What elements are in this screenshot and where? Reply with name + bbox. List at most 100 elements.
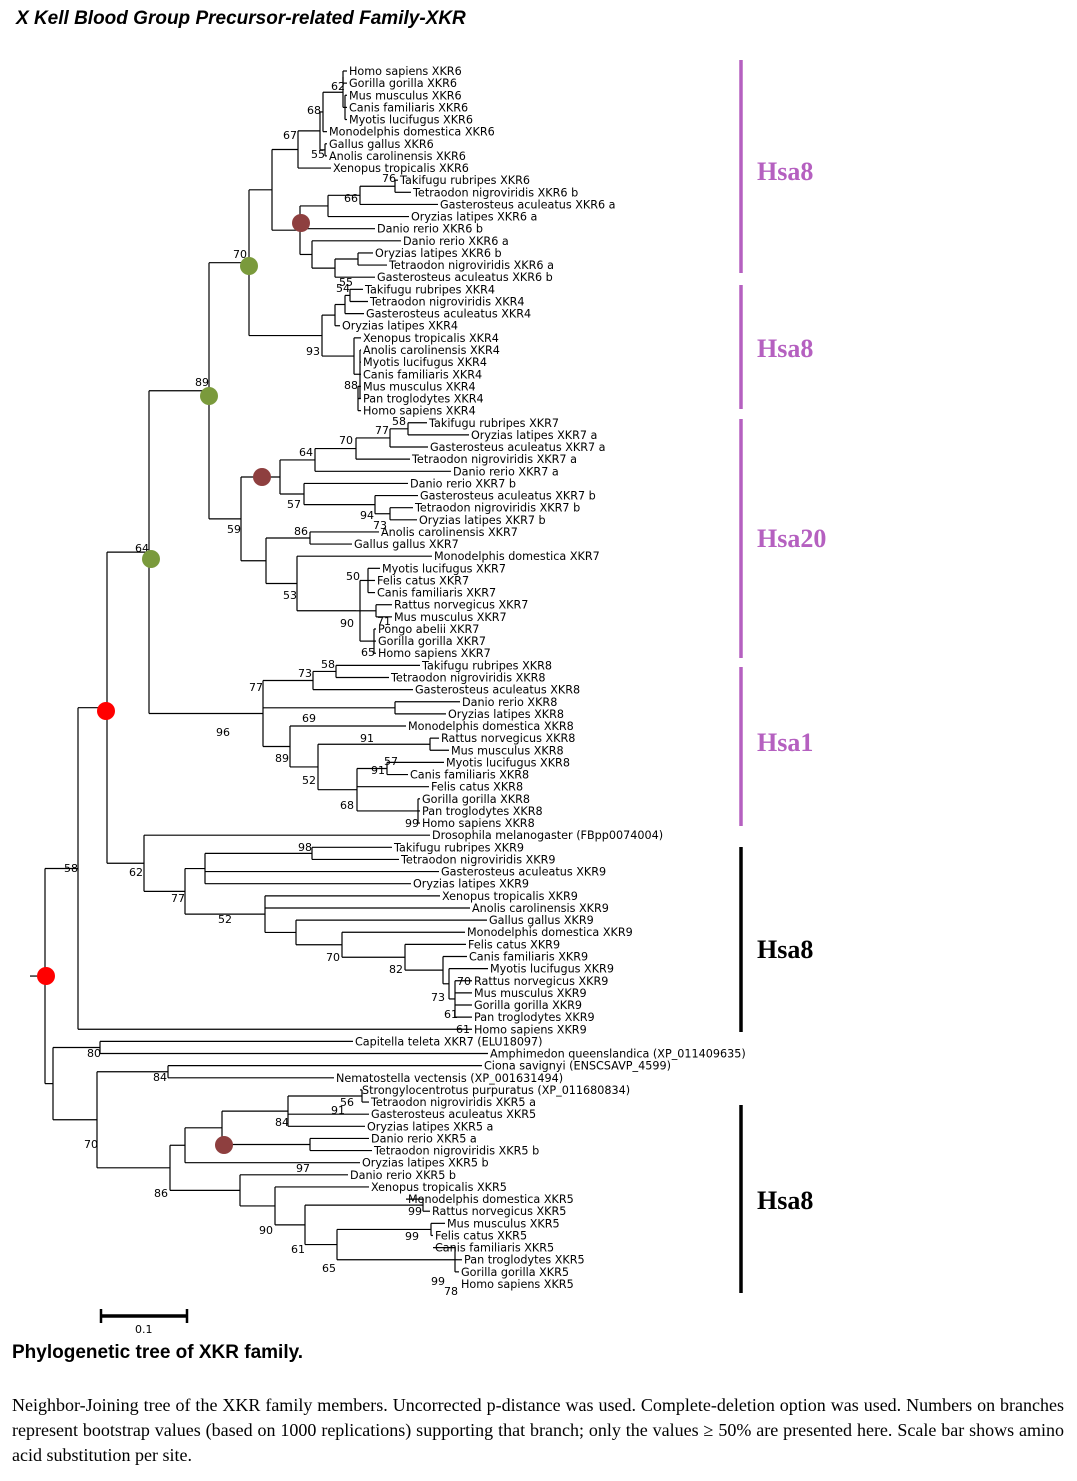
taxon-label: Oryzias latipes XKR6 b (375, 247, 502, 260)
bootstrap-value: 58 (321, 658, 335, 671)
taxon-label: Tetraodon nigroviridis XKR5 b (373, 1145, 539, 1158)
bootstrap-value: 62 (129, 866, 143, 879)
taxon-label: Drosophila melanogaster (FBpp0074004) (432, 829, 663, 842)
bootstrap-value: 70 (339, 434, 353, 447)
bootstrap-value: 89 (195, 376, 209, 389)
taxon-label: Canis familiaris XKR8 (410, 769, 529, 782)
taxon-label: Pan troglodytes XKR5 (464, 1254, 585, 1267)
clade-label: Hsa1 (757, 728, 813, 757)
taxon-label: Gasterosteus aculeatus XKR4 (366, 308, 531, 321)
bootstrap-value: 57 (287, 498, 301, 511)
taxon-label: Felis catus XKR5 (435, 1229, 527, 1242)
bootstrap-value: 97 (296, 1162, 310, 1175)
bootstrap-value: 90 (259, 1224, 273, 1237)
bootstrap-value: 56 (340, 1096, 354, 1109)
bootstrap-value: 68 (307, 104, 321, 117)
bootstrap-value: 96 (216, 726, 230, 739)
node-marker-red (97, 702, 115, 720)
bootstrap-value: 70 (457, 975, 471, 988)
bootstrap-value: 77 (171, 892, 185, 905)
bootstrap-value: 69 (302, 712, 316, 725)
node-marker-green (240, 257, 258, 275)
clade-label: Hsa8 (757, 157, 813, 186)
taxon-label: Anolis carolinensis XKR9 (472, 902, 609, 915)
bootstrap-value: 76 (382, 172, 396, 185)
bootstrap-value: 73 (431, 991, 445, 1004)
bootstrap-value: 91 (360, 732, 374, 745)
taxon-label: Oryzias latipes XKR8 (448, 708, 564, 721)
bootstrap-value: 65 (322, 1262, 336, 1275)
bootstrap-value: 73 (373, 519, 387, 532)
taxon-label: Pan troglodytes XKR4 (363, 393, 484, 406)
clade-label: Hsa8 (757, 935, 813, 964)
taxon-label: Nematostella vectensis (XP_001631494) (336, 1072, 563, 1085)
taxon-label: Tetraodon nigroviridis XKR7 a (411, 453, 577, 466)
taxon-label: Homo sapiens XKR7 (378, 647, 491, 660)
taxon-label: Ciona savignyi (ENSCSAVP_4599) (484, 1060, 671, 1073)
bootstrap-value: 52 (302, 774, 316, 787)
taxon-label: Takifugu rubripes XKR7 (428, 417, 559, 430)
taxon-label: Mus musculus XKR8 (451, 744, 564, 757)
taxon-label: Xenopus tropicalis XKR4 (363, 332, 499, 345)
taxon-label: Homo sapiens XKR6 (349, 65, 462, 78)
node-marker-maroon (215, 1136, 233, 1154)
taxon-label: Mus musculus XKR6 (349, 89, 462, 102)
taxon-label: Pan troglodytes XKR9 (474, 1011, 595, 1024)
taxon-label: Mus musculus XKR7 (394, 611, 507, 624)
taxon-label: Gorilla gorilla XKR6 (349, 77, 457, 90)
taxon-label: Rattus norvegicus XKR5 (432, 1205, 566, 1218)
clade-label: Hsa8 (757, 1186, 813, 1215)
bootstrap-value: 70 (84, 1138, 98, 1151)
taxon-label: Monodelphis domestica XKR5 (408, 1193, 574, 1206)
bootstrap-value: 61 (456, 1023, 470, 1036)
taxon-label: Monodelphis domestica XKR7 (434, 550, 600, 563)
taxon-label: Gasterosteus aculeatus XKR7 a (430, 441, 606, 454)
taxon-label: Myotis lucifugus XKR8 (446, 756, 570, 769)
taxon-label: Homo sapiens XKR4 (363, 405, 476, 418)
taxon-label: Felis catus XKR8 (431, 781, 523, 794)
taxon-label: Danio rerio XKR8 (462, 696, 557, 709)
bootstrap-value: 52 (218, 913, 232, 926)
bootstrap-value: 90 (340, 617, 354, 630)
bootstrap-value: 73 (298, 667, 312, 680)
taxon-label: Danio rerio XKR7 a (453, 465, 559, 478)
bootstrap-value: 78 (444, 1285, 458, 1298)
taxon-label: Takifugu rubripes XKR9 (393, 841, 524, 854)
taxon-label: Tetraodon nigroviridis XKR5 a (370, 1096, 536, 1109)
taxon-label: Tetraodon nigroviridis XKR9 (400, 853, 556, 866)
taxon-label: Gallus gallus XKR6 (329, 138, 434, 151)
taxon-label: Oryzias latipes XKR5 a (367, 1120, 493, 1133)
bootstrap-value: 58 (392, 415, 406, 428)
bootstrap-value: 57 (384, 755, 398, 768)
scale-bar-label: 0.1 (135, 1323, 153, 1336)
taxon-label: Xenopus tropicalis XKR5 (371, 1181, 507, 1194)
bootstrap-value: 93 (306, 345, 320, 358)
bootstrap-value: 59 (227, 523, 241, 536)
bootstrap-value: 99 (408, 1205, 422, 1218)
taxon-label: Mus musculus XKR9 (474, 987, 587, 1000)
taxon-label: Gorilla gorilla XKR9 (474, 999, 582, 1012)
node-marker-maroon (253, 468, 271, 486)
taxon-label: Danio rerio XKR5 b (350, 1169, 456, 1182)
taxon-label: Felis catus XKR7 (377, 574, 469, 587)
taxon-label: Myotis lucifugus XKR9 (490, 963, 614, 976)
taxon-label: Mus musculus XKR4 (363, 380, 476, 393)
taxon-label: Anolis carolinensis XKR4 (363, 344, 500, 357)
node-marker-red (37, 967, 55, 985)
taxon-label: Felis catus XKR9 (468, 938, 560, 951)
taxon-label: Homo sapiens XKR5 (461, 1278, 574, 1291)
caption-text: Neighbor-Joining tree of the XKR family … (12, 1395, 1064, 1465)
caption-title: Phylogenetic tree of XKR family. (12, 1342, 304, 1363)
bootstrap-value: 55 (311, 148, 325, 161)
taxon-label: Oryzias latipes XKR9 (413, 878, 529, 891)
taxon-label: Pan troglodytes XKR8 (422, 805, 543, 818)
taxon-label: Myotis lucifugus XKR7 (382, 562, 506, 575)
bootstrap-value: 91 (371, 764, 385, 777)
bootstrap-value: 82 (389, 963, 403, 976)
taxon-label: Monodelphis domestica XKR6 (329, 126, 495, 139)
bootstrap-value: 62 (331, 80, 345, 93)
taxon-label: Homo sapiens XKR8 (422, 817, 535, 830)
taxon-label: Gasterosteus aculeatus XKR6 a (440, 198, 616, 211)
taxon-label: Amphimedon queenslandica (XP_011409635) (490, 1048, 746, 1061)
